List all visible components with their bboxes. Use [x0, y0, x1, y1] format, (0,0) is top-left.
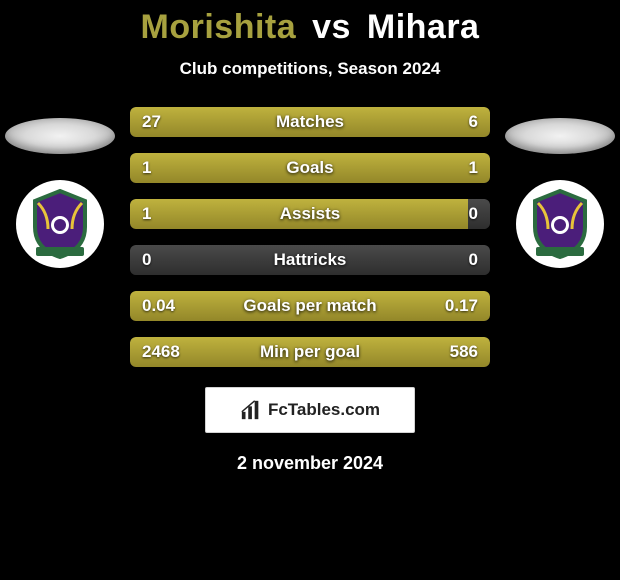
- stat-value-right: 586: [450, 342, 478, 362]
- stat-fill-left: 0.04: [130, 291, 198, 321]
- stat-fill-left: 1: [130, 153, 310, 183]
- club-crest-left: [16, 180, 104, 268]
- right-side-column: [500, 118, 620, 268]
- stats-container: 276Matches11Goals10Assists00Hattricks0.0…: [130, 107, 490, 367]
- stat-fill-right: 1: [310, 153, 490, 183]
- left-side-column: [0, 118, 120, 268]
- stat-value-right: 0: [469, 204, 478, 224]
- player-right-name: Mihara: [367, 8, 480, 46]
- subtitle: Club competitions, Season 2024: [180, 59, 441, 79]
- stat-value-left: 1: [142, 158, 151, 178]
- date-text: 2 november 2024: [237, 453, 383, 474]
- title: Morishita vs Mihara: [141, 8, 480, 47]
- stat-value-right: 6: [469, 112, 478, 132]
- stat-fill-left: 0: [130, 245, 310, 275]
- stat-row: 11Goals: [130, 153, 490, 183]
- brand-text: FcTables.com: [268, 400, 380, 420]
- stat-value-right: 1: [469, 158, 478, 178]
- stat-fill-right: 0.17: [198, 291, 490, 321]
- stat-value-left: 27: [142, 112, 161, 132]
- stat-row: 276Matches: [130, 107, 490, 137]
- stat-fill-right: 0: [310, 245, 490, 275]
- stat-fill-left: 27: [130, 107, 425, 137]
- comparison-card: Morishita vs Mihara Club competitions, S…: [0, 0, 620, 580]
- stat-value-left: 1: [142, 204, 151, 224]
- stat-value-left: 0: [142, 250, 151, 270]
- shield-icon: [530, 189, 590, 259]
- vs-text: vs: [312, 8, 351, 46]
- stat-row: 0.040.17Goals per match: [130, 291, 490, 321]
- stat-value-right: 0: [469, 250, 478, 270]
- stat-fill-right: 586: [422, 337, 490, 367]
- stat-row: 2468586Min per goal: [130, 337, 490, 367]
- stat-fill-right: 0: [468, 199, 490, 229]
- stat-value-left: 0.04: [142, 296, 175, 316]
- player-left-photo: [5, 118, 115, 154]
- stat-value-right: 0.17: [445, 296, 478, 316]
- stat-row: 00Hattricks: [130, 245, 490, 275]
- stat-value-left: 2468: [142, 342, 180, 362]
- brand-box[interactable]: FcTables.com: [205, 387, 415, 433]
- club-crest-right: [516, 180, 604, 268]
- stat-row: 10Assists: [130, 199, 490, 229]
- shield-icon: [30, 189, 90, 259]
- stat-fill-right: 6: [425, 107, 490, 137]
- stat-fill-left: 2468: [130, 337, 422, 367]
- stat-fill-left: 1: [130, 199, 468, 229]
- player-right-photo: [505, 118, 615, 154]
- bar-chart-icon: [240, 399, 262, 421]
- player-left-name: Morishita: [141, 8, 297, 46]
